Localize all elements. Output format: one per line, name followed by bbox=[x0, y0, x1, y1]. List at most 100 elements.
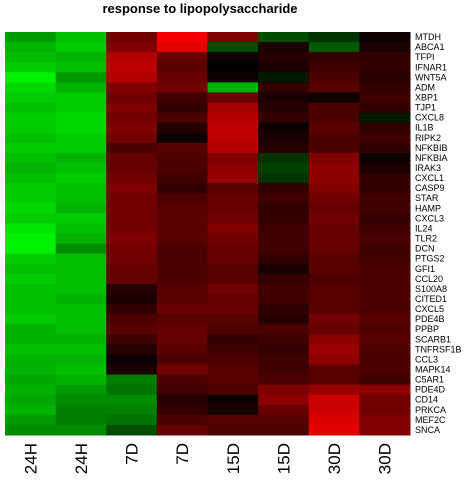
heatmap-cell bbox=[106, 132, 158, 144]
heatmap-cell bbox=[55, 32, 107, 43]
heatmap-cell bbox=[308, 233, 360, 245]
heatmap-cell bbox=[5, 173, 57, 184]
heatmap-cell bbox=[258, 314, 310, 325]
heatmap-cell bbox=[359, 183, 411, 194]
heatmap-cell bbox=[308, 193, 360, 204]
heatmap-cell bbox=[106, 152, 158, 164]
heatmap-cell bbox=[258, 273, 310, 285]
column-label: 7D bbox=[173, 443, 192, 465]
heatmap-cell bbox=[156, 112, 208, 124]
heatmap-cell bbox=[106, 203, 158, 214]
heatmap-cell bbox=[5, 354, 57, 365]
heatmap-cell bbox=[308, 223, 360, 234]
heatmap-cell bbox=[5, 314, 57, 325]
heatmap-cell bbox=[55, 223, 107, 234]
heatmap-cell bbox=[55, 142, 107, 154]
heatmap-cell bbox=[308, 243, 360, 255]
heatmap-cell bbox=[55, 52, 107, 63]
heatmap-cell bbox=[308, 273, 360, 285]
heatmap-cell bbox=[55, 213, 107, 224]
heatmap-cell bbox=[55, 132, 107, 144]
heatmap-cell bbox=[359, 314, 411, 325]
column-label: 30D bbox=[325, 443, 344, 474]
heatmap-cell bbox=[308, 253, 360, 265]
heatmap-cell bbox=[359, 112, 411, 124]
row-label: MTDH bbox=[415, 32, 441, 42]
heatmap-cell bbox=[207, 92, 259, 104]
heatmap-cell bbox=[5, 62, 57, 73]
heatmap-cell bbox=[308, 404, 360, 416]
column-label: 15D bbox=[274, 443, 293, 474]
heatmap-cell bbox=[5, 233, 57, 245]
heatmap-cell bbox=[308, 162, 360, 174]
heatmap-cell bbox=[258, 424, 310, 436]
row-label: TFPI bbox=[415, 52, 435, 62]
heatmap-cell bbox=[207, 404, 259, 416]
heatmap-cell bbox=[5, 414, 57, 426]
heatmap-cell bbox=[5, 152, 57, 164]
heatmap-cell bbox=[308, 183, 360, 194]
heatmap-cell bbox=[308, 32, 360, 43]
heatmap-cell bbox=[207, 414, 259, 426]
heatmap-cell bbox=[258, 92, 310, 104]
heatmap-cell bbox=[258, 152, 310, 164]
heatmap-cell bbox=[106, 324, 158, 335]
heatmap-cell bbox=[258, 364, 310, 376]
heatmap-cell bbox=[55, 394, 107, 406]
heatmap-cell bbox=[308, 62, 360, 73]
heatmap-cell bbox=[55, 283, 107, 295]
column-label: 15D bbox=[224, 443, 243, 474]
heatmap-cell bbox=[106, 314, 158, 325]
heatmap-cell bbox=[156, 142, 208, 154]
heatmap-cell bbox=[258, 293, 310, 305]
heatmap-cell bbox=[359, 102, 411, 114]
heatmap-cell bbox=[156, 424, 208, 436]
heatmap-cell bbox=[359, 404, 411, 416]
heatmap-cell bbox=[156, 324, 208, 335]
heatmap-cell bbox=[258, 72, 310, 83]
heatmap-cell bbox=[258, 203, 310, 214]
heatmap-cell bbox=[156, 132, 208, 144]
heatmap-cell bbox=[156, 263, 208, 275]
heatmap-cell bbox=[308, 132, 360, 144]
row-label: SCARB1 bbox=[415, 334, 451, 344]
heatmap-cell bbox=[5, 293, 57, 305]
heatmap-cell bbox=[106, 243, 158, 255]
heatmap-cell bbox=[156, 283, 208, 295]
heatmap-cell bbox=[207, 152, 259, 164]
heatmap-cell bbox=[106, 32, 158, 43]
heatmap-cell bbox=[308, 334, 360, 345]
heatmap-cell bbox=[359, 32, 411, 43]
row-label: S100A8 bbox=[415, 284, 447, 294]
column-label: 7D bbox=[123, 443, 142, 465]
heatmap-cell bbox=[258, 132, 310, 144]
heatmap-cell bbox=[308, 173, 360, 184]
heatmap-cell bbox=[5, 273, 57, 285]
heatmap-cell bbox=[156, 52, 208, 63]
heatmap-cell bbox=[207, 122, 259, 134]
heatmap-cell bbox=[55, 263, 107, 275]
heatmap-cell bbox=[156, 32, 208, 43]
heatmap-cell bbox=[5, 32, 57, 43]
heatmap-cell bbox=[258, 102, 310, 114]
heatmap-cell bbox=[106, 344, 158, 355]
heatmap-cell bbox=[106, 233, 158, 245]
heatmap-cell bbox=[55, 304, 107, 315]
heatmap-cell bbox=[156, 233, 208, 245]
heatmap-cell bbox=[156, 203, 208, 214]
heatmap-cell bbox=[156, 162, 208, 174]
heatmap-cell bbox=[258, 304, 310, 315]
column-label: 24H bbox=[21, 443, 40, 474]
heatmap-cell bbox=[55, 233, 107, 245]
heatmap-cell bbox=[258, 173, 310, 184]
heatmap-cell bbox=[207, 52, 259, 63]
heatmap-cell bbox=[258, 162, 310, 174]
heatmap-cell bbox=[308, 354, 360, 365]
heatmap-cell bbox=[308, 42, 360, 53]
heatmap-cell bbox=[258, 263, 310, 275]
heatmap-cell bbox=[106, 364, 158, 376]
heatmap-cell bbox=[55, 82, 107, 93]
heatmap-cell bbox=[258, 122, 310, 134]
heatmap-cell bbox=[156, 273, 208, 285]
